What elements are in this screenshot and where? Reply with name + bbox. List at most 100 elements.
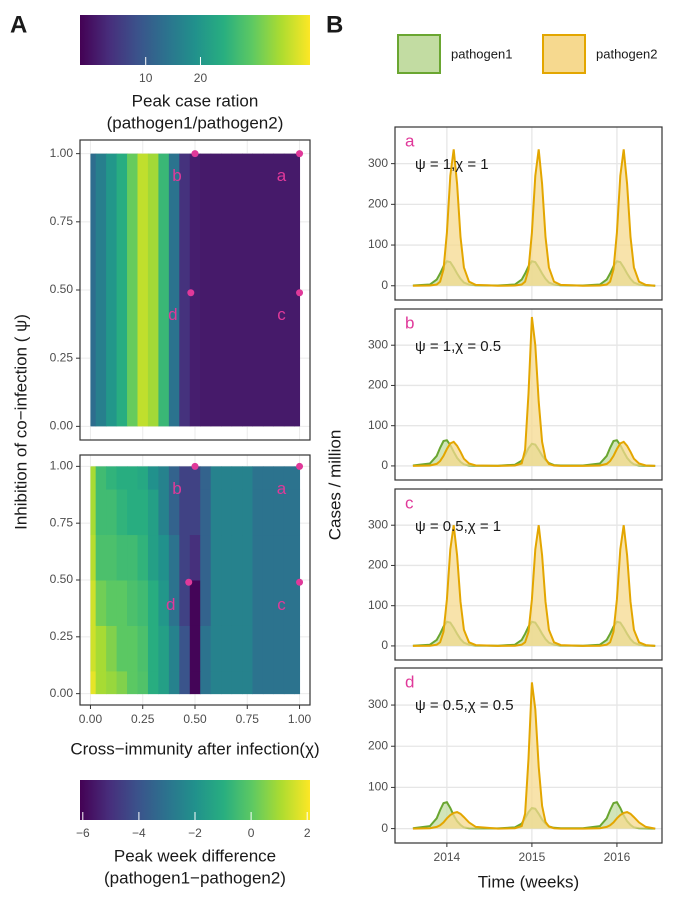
heat-cell — [95, 534, 107, 581]
heat-cell — [252, 580, 264, 626]
y-tick-label: 0.25 — [50, 350, 74, 364]
colorbar-tick-label: −2 — [188, 826, 202, 840]
heat-cell — [168, 534, 180, 581]
heat-cell — [210, 534, 222, 581]
legend-label: pathogen2 — [596, 46, 657, 61]
panel-label: a — [405, 131, 415, 150]
series-line — [412, 149, 656, 287]
x-axis-title: Cross−immunity after infection(χ) — [70, 739, 319, 758]
heat-cell — [242, 466, 253, 490]
heat-cell — [147, 153, 159, 427]
y-tick-label: 200 — [368, 197, 388, 211]
plot-border — [394, 126, 663, 301]
heat-cell — [179, 625, 191, 672]
y-tick-label: 0.25 — [50, 629, 74, 643]
heat-cell — [116, 153, 128, 427]
heat-cell — [252, 466, 264, 490]
point — [296, 289, 304, 297]
heat-cell — [179, 580, 191, 626]
heat-cell — [283, 466, 295, 490]
heat-cell — [242, 534, 253, 581]
heat-cell — [158, 670, 170, 695]
y-tick-label: 300 — [368, 156, 388, 170]
colorbar — [80, 15, 310, 65]
heat-cell — [221, 670, 233, 695]
heat-cell — [90, 625, 97, 672]
y-tick-label: 0 — [381, 458, 388, 472]
heat-cell — [168, 153, 180, 427]
legend-swatch — [542, 34, 586, 74]
heat-cell — [200, 466, 212, 490]
y-tick-label: 300 — [368, 697, 388, 711]
heat-cell — [95, 625, 107, 672]
heat-cell — [147, 625, 159, 672]
heat-cell — [158, 625, 170, 672]
heat-cell — [106, 670, 118, 695]
annotation: ψ = 1,χ = 0.5 — [415, 338, 501, 355]
heat-cell — [231, 625, 243, 672]
point-label: b — [172, 166, 181, 185]
heat-cell — [210, 625, 222, 672]
panel-label: b — [405, 313, 414, 332]
y-tick-label: 100 — [368, 780, 388, 794]
colorbar-tick-label: 2 — [304, 826, 311, 840]
colorbar-tick-label: −4 — [132, 826, 146, 840]
point — [191, 462, 199, 470]
heat-cell — [179, 534, 191, 581]
y-tick-label: 0.75 — [50, 214, 74, 228]
heat-cell — [106, 625, 118, 672]
heat-cell — [158, 466, 170, 490]
point — [191, 150, 199, 158]
heat-cell — [168, 625, 180, 672]
heat-cell — [221, 625, 233, 672]
y-tick-label: 0 — [381, 821, 388, 835]
panel-letter: A — [10, 11, 27, 38]
x-tick-label: 0.50 — [183, 712, 207, 726]
heat-cell — [210, 489, 222, 536]
heat-cell — [210, 153, 222, 427]
heat-cell — [252, 153, 264, 427]
heat-cell — [221, 153, 233, 427]
heat-cell — [200, 580, 212, 626]
series-line — [412, 316, 656, 467]
heat-cell — [262, 625, 274, 672]
heat-cell — [179, 466, 191, 490]
heat-cell — [231, 466, 243, 490]
plot-border — [394, 488, 663, 661]
heat-cell — [273, 153, 285, 427]
heat-cell — [262, 670, 274, 695]
heat-cell — [252, 534, 264, 581]
heat-cell — [127, 489, 138, 536]
heat-cell — [242, 489, 253, 536]
heat-cell — [189, 625, 201, 672]
x-tick-label: 2015 — [519, 850, 546, 864]
series-line — [412, 682, 656, 830]
heat-cell — [95, 153, 107, 427]
series-line — [412, 525, 656, 647]
annotation: ψ = 0.5,χ = 1 — [415, 518, 501, 535]
colorbar-title: Peak week difference — [114, 846, 276, 865]
point-label: d — [166, 595, 175, 614]
heat-cell — [106, 580, 118, 626]
heat-cell — [262, 153, 274, 427]
heat-cell — [158, 580, 170, 626]
colorbar-tick-label: 10 — [139, 71, 153, 85]
heat-cell — [106, 153, 118, 427]
y-tick-label: 100 — [368, 237, 388, 251]
heat-cell — [294, 580, 301, 626]
point — [185, 578, 193, 586]
heat-cell — [210, 670, 222, 695]
colorbar-title: Peak case ration — [132, 91, 259, 110]
heat-cell — [95, 580, 107, 626]
heat-cell — [221, 466, 233, 490]
heat-cell — [231, 153, 243, 427]
heat-cell — [147, 670, 159, 695]
x-tick-label: 2016 — [604, 850, 631, 864]
heat-cell — [231, 489, 243, 536]
point — [296, 578, 304, 586]
heat-cell — [158, 489, 170, 536]
heat-cell — [137, 580, 149, 626]
heat-cell — [106, 534, 118, 581]
heat-cell — [116, 534, 128, 581]
